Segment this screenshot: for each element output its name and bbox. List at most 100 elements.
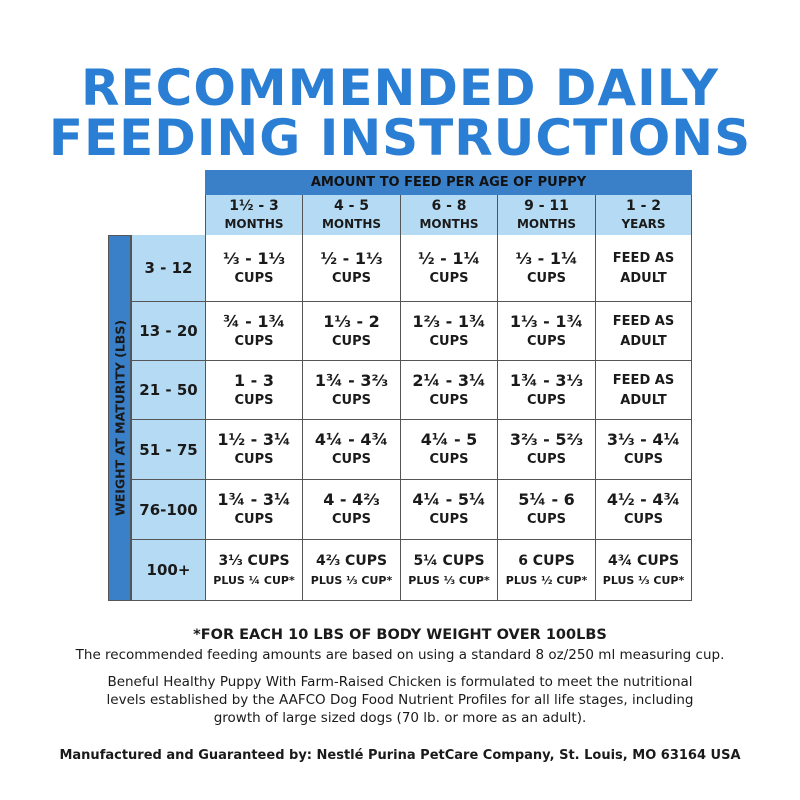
amount-unit: CUPS: [429, 452, 469, 467]
amount: ⅓ - 1⅓: [222, 248, 286, 268]
amount: 4½ - 4¾: [606, 490, 681, 509]
amount: 4¾ CUPS: [607, 552, 680, 569]
amount-unit: CUPS: [332, 512, 371, 527]
amount: 2¼ - 3¼: [412, 370, 486, 390]
amount: 3⅓ CUPS: [218, 552, 290, 569]
amount: 4¼ - 4¾: [314, 430, 389, 449]
amount: ¾ - 1¾: [222, 311, 286, 331]
amount-unit: CUPS: [234, 270, 274, 286]
amount: FEED AS: [612, 372, 675, 388]
title-line-2: FEEDING INSTRUCTIONS: [48, 109, 752, 167]
table-cell: 2¼ - 3¼ CUPS: [400, 361, 497, 420]
table-cell: 1 - 3 CUPS: [205, 361, 302, 420]
amount-unit: CUPS: [429, 512, 469, 527]
table-cell: 4¼ - 4¾ CUPS: [302, 420, 400, 480]
column-range: 1½ - 3: [229, 198, 279, 214]
column-unit: MONTHS: [321, 217, 382, 231]
amount: 1½ - 3¼: [217, 430, 291, 449]
amount: 3⅓ - 4¼: [606, 430, 681, 449]
table-cell: 1⅔ - 1¾ CUPS: [400, 302, 497, 361]
row-axis-label: WEIGHT AT MATURITY (LBS): [108, 235, 131, 601]
amount-unit: CUPS: [429, 392, 469, 408]
amount-unit: CUPS: [527, 392, 566, 408]
column-unit: YEARS: [621, 217, 666, 231]
title-line-1: RECOMMENDED DAILY: [80, 59, 720, 117]
amount-unit: CUPS: [624, 512, 663, 527]
amount: 4¼ - 5: [420, 430, 478, 449]
column-unit: MONTHS: [419, 217, 479, 231]
amount: ½ - 1⅓: [320, 248, 383, 268]
table-cell: ¾ - 1¾ CUPS: [205, 302, 302, 361]
measuring-note: The recommended feeding amounts are base…: [75, 647, 725, 663]
table-cell: 1⅓ - 1¾ CUPS: [497, 302, 595, 361]
row-axis-label-text: WEIGHT AT MATURITY (LBS): [112, 319, 127, 517]
table-cell: FEED AS ADULT: [595, 361, 692, 420]
table-cell: 5¼ - 6 CUPS: [497, 480, 595, 540]
amount: 6 CUPS: [518, 552, 575, 569]
column-range: 4 - 5: [333, 198, 370, 214]
amount: FEED AS: [612, 250, 675, 266]
formulation-note: Beneful Healthy Puppy With Farm-Raised C…: [106, 674, 694, 726]
amount: 5¼ - 6: [518, 490, 575, 509]
table-cell: 1¾ - 3⅓ CUPS: [497, 361, 595, 420]
column-header: 4 - 5 MONTHS: [302, 195, 400, 235]
table-cell: 3⅔ - 5⅔ CUPS: [497, 420, 595, 480]
amount-unit: PLUS ⅓ CUP*: [602, 573, 685, 587]
table-cell: 1½ - 3¼ CUPS: [205, 420, 302, 480]
row-weight-label: 13 - 20: [131, 302, 205, 361]
amount: 3⅔ - 5⅔: [509, 430, 584, 449]
table-cell: FEED AS ADULT: [595, 235, 692, 302]
row-weight-label: 76-100: [131, 480, 205, 540]
amount-unit: ADULT: [620, 392, 667, 408]
amount-unit: CUPS: [332, 392, 371, 408]
amount: 1 - 3: [233, 370, 275, 390]
column-range: 9 - 11: [524, 198, 569, 214]
table-header: AMOUNT TO FEED PER AGE OF PUPPY: [205, 170, 692, 195]
column-range: 6 - 8: [431, 198, 467, 214]
amount-unit: ADULT: [620, 270, 667, 286]
table-cell: 3⅓ CUPS PLUS ¼ CUP*: [205, 540, 302, 601]
column-header: 1 - 2 YEARS: [595, 195, 692, 235]
column-header: 1½ - 3 MONTHS: [205, 195, 302, 235]
row-weight-label: 100+: [131, 540, 205, 601]
amount: ⅓ - 1¼: [515, 248, 578, 268]
amount-unit: CUPS: [332, 452, 371, 467]
amount-unit: CUPS: [234, 512, 274, 527]
table-cell: 1⅓ - 2 CUPS: [302, 302, 400, 361]
table-cell: 4¾ CUPS PLUS ⅓ CUP*: [595, 540, 692, 601]
amount: 1¾ - 3⅔: [314, 370, 389, 390]
table-cell: FEED AS ADULT: [595, 302, 692, 361]
table-cell: ½ - 1¼ CUPS: [400, 235, 497, 302]
table-cell: 4⅔ CUPS PLUS ⅓ CUP*: [302, 540, 400, 601]
table-cell: ½ - 1⅓ CUPS: [302, 235, 400, 302]
column-range: 1 - 2: [625, 198, 662, 214]
table-cell: 4 - 4⅔ CUPS: [302, 480, 400, 540]
footnote: *FOR EACH 10 LBS OF BODY WEIGHT OVER 100…: [193, 627, 607, 643]
amount: FEED AS: [612, 313, 675, 329]
column-unit: MONTHS: [516, 217, 577, 231]
table-cell: 5¼ CUPS PLUS ⅓ CUP*: [400, 540, 497, 601]
amount-unit: CUPS: [429, 270, 469, 286]
amount-unit: CUPS: [234, 392, 274, 408]
amount-unit: PLUS ¼ CUP*: [213, 573, 295, 587]
row-weight-label: 51 - 75: [131, 420, 205, 480]
column-header: 6 - 8 MONTHS: [400, 195, 497, 235]
amount: ½ - 1¼: [417, 248, 481, 268]
table-cell: 6 CUPS PLUS ½ CUP*: [497, 540, 595, 601]
amount-unit: CUPS: [234, 333, 274, 349]
amount-unit: CUPS: [527, 512, 566, 527]
amount: 1⅓ - 2: [323, 311, 380, 331]
column-header: 9 - 11 MONTHS: [497, 195, 595, 235]
amount-unit: PLUS ⅓ CUP*: [408, 573, 490, 587]
feeding-table: AMOUNT TO FEED PER AGE OF PUPPY WEIGHT A…: [108, 170, 692, 601]
amount-unit: ADULT: [620, 333, 667, 349]
amount-unit: CUPS: [332, 333, 371, 349]
amount-unit: CUPS: [429, 333, 469, 349]
row-weight-label: 21 - 50: [131, 361, 205, 420]
amount: 5¼ CUPS: [413, 552, 485, 569]
table-cell: 1¾ - 3⅔ CUPS: [302, 361, 400, 420]
amount: 4⅔ CUPS: [315, 552, 388, 569]
table-cell: ⅓ - 1¼ CUPS: [497, 235, 595, 302]
table-cell: 4½ - 4¾ CUPS: [595, 480, 692, 540]
amount: 1¾ - 3⅓: [509, 370, 584, 390]
